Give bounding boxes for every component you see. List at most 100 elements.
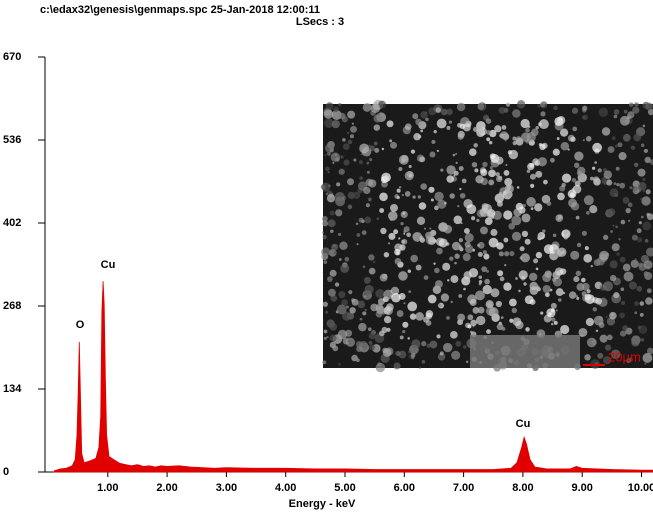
sem-texture xyxy=(644,156,651,164)
sem-texture xyxy=(487,211,495,220)
y-tick-label: 670 xyxy=(3,51,21,63)
sem-texture xyxy=(323,329,328,334)
sem-texture xyxy=(468,148,477,157)
sem-texture xyxy=(622,325,628,331)
sem-texture xyxy=(321,247,331,257)
sem-texture xyxy=(347,139,353,145)
sem-texture xyxy=(471,162,478,168)
sem-texture xyxy=(519,246,525,252)
sem-texture xyxy=(396,310,404,317)
sem-texture xyxy=(603,281,613,292)
sem-texture xyxy=(628,281,637,290)
sem-texture xyxy=(347,204,353,210)
sem-image: 20µm xyxy=(320,99,653,373)
sem-texture xyxy=(366,170,370,174)
sem-texture xyxy=(338,258,342,261)
sem-texture xyxy=(634,258,637,261)
sem-texture xyxy=(640,338,645,342)
sem-texture xyxy=(346,305,349,309)
sem-texture xyxy=(342,143,350,150)
sem-texture xyxy=(646,288,652,294)
sem-texture xyxy=(410,254,419,263)
sem-texture xyxy=(327,219,336,228)
chart-subtitle: LSecs : 3 xyxy=(296,16,344,28)
sem-texture xyxy=(404,123,412,131)
sem-texture xyxy=(427,294,437,304)
sem-texture xyxy=(623,271,634,282)
sem-texture xyxy=(431,139,436,145)
sem-texture xyxy=(632,180,640,188)
sem-texture xyxy=(550,302,557,309)
sem-texture xyxy=(442,262,451,271)
sem-texture xyxy=(605,315,608,319)
sem-texture xyxy=(398,186,402,189)
sem-texture xyxy=(535,125,539,130)
x-axis-label: Energy - keV xyxy=(289,498,356,510)
sem-texture xyxy=(620,287,625,292)
sem-texture xyxy=(460,222,463,225)
sem-texture xyxy=(643,271,649,277)
sem-texture xyxy=(645,297,653,305)
sem-texture xyxy=(375,362,386,373)
sem-texture xyxy=(557,247,567,257)
sem-texture xyxy=(526,197,536,207)
sem-texture xyxy=(637,168,646,177)
sem-texture xyxy=(644,238,649,243)
sem-texture xyxy=(637,237,643,243)
sem-texture xyxy=(443,224,453,234)
sem-texture xyxy=(368,332,376,340)
sem-texture xyxy=(636,228,642,234)
sem-texture xyxy=(563,230,568,236)
sem-texture xyxy=(613,114,618,119)
sem-texture xyxy=(603,356,612,365)
sem-texture xyxy=(607,146,615,154)
sem-texture xyxy=(330,152,341,162)
sem-texture xyxy=(393,229,399,235)
sem-texture xyxy=(593,315,604,326)
sem-texture xyxy=(503,210,513,220)
sem-texture xyxy=(472,126,479,132)
sem-texture xyxy=(470,335,580,368)
sem-texture xyxy=(537,157,547,167)
sem-texture xyxy=(629,186,633,190)
sem-texture xyxy=(520,118,530,129)
sem-texture xyxy=(322,360,327,365)
sem-texture xyxy=(560,324,570,335)
sem-texture xyxy=(501,125,507,130)
sem-texture xyxy=(411,353,416,358)
sem-texture xyxy=(329,334,337,342)
sem-texture xyxy=(482,203,493,214)
sem-texture xyxy=(499,276,505,282)
sem-texture xyxy=(476,218,480,222)
sem-texture xyxy=(592,142,602,153)
sem-texture xyxy=(540,102,545,108)
sem-texture xyxy=(390,141,398,149)
sem-texture xyxy=(383,252,390,258)
sem-texture xyxy=(603,170,613,179)
sem-texture xyxy=(586,337,597,348)
x-tick-label: 7.00 xyxy=(453,482,474,494)
sem-texture xyxy=(437,199,447,209)
sem-texture xyxy=(362,311,367,316)
sem-texture xyxy=(509,251,515,257)
sem-texture xyxy=(473,143,478,148)
sem-texture xyxy=(634,301,639,306)
sem-texture xyxy=(574,151,584,161)
sem-texture xyxy=(425,117,429,122)
sem-texture xyxy=(341,299,349,306)
sem-texture xyxy=(486,329,491,334)
sem-texture xyxy=(488,307,499,318)
sem-texture xyxy=(379,192,388,202)
sem-texture xyxy=(504,184,514,194)
sem-texture xyxy=(413,133,421,141)
sem-texture xyxy=(447,279,450,282)
sem-texture xyxy=(556,116,566,125)
sem-texture xyxy=(512,317,522,327)
sem-texture xyxy=(542,273,552,283)
peak-label: O xyxy=(76,319,85,331)
sem-texture xyxy=(555,288,564,296)
x-tick-label: 5.00 xyxy=(334,482,355,494)
sem-texture xyxy=(642,124,646,128)
sem-texture xyxy=(402,321,409,328)
sem-texture xyxy=(512,141,517,146)
